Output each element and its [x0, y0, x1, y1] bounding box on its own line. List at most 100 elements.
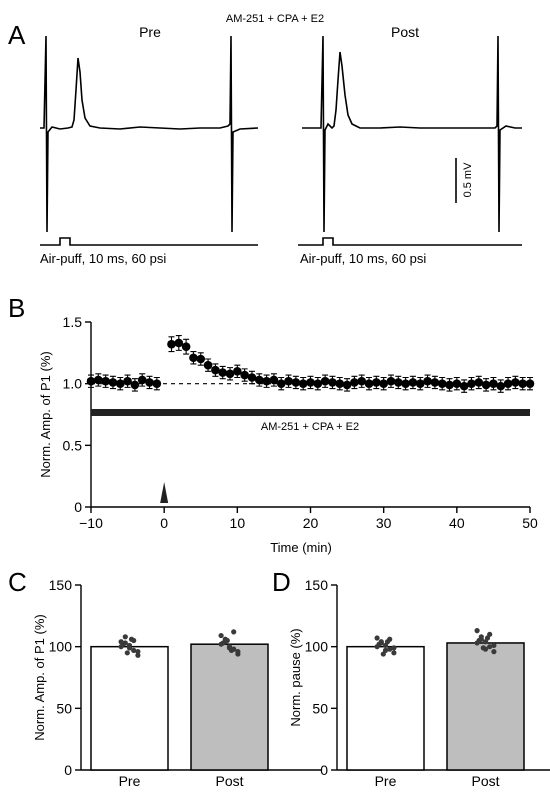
panel-b-data-point: [518, 379, 527, 388]
panel-b-letter: B: [8, 293, 25, 323]
panel-d-category-label: Pre: [375, 773, 397, 789]
panel-b-data-point: [342, 380, 352, 390]
panel-b-data-point: [511, 378, 520, 387]
panel-b-data-point: [233, 367, 242, 376]
panel-b-data-point: [189, 353, 198, 363]
panel-b-data-point: [152, 379, 162, 388]
panel-c-scatter-point: [231, 629, 237, 635]
panel-b-data-point: [291, 378, 301, 387]
panel-c-scatter-point: [128, 636, 135, 642]
panel-d-scatter-point: [474, 628, 480, 634]
panel-d-scatter-point: [487, 644, 493, 650]
panel-b-data-point: [386, 376, 396, 386]
panel-b-x-tick-label: 40: [449, 515, 465, 531]
panel-b-data-point: [196, 354, 206, 364]
panel-b-data-point: [137, 375, 147, 385]
pre-stimulus-marker: [40, 237, 258, 246]
panel-c-bar-post: [190, 643, 269, 771]
panel-b-data-point: [94, 375, 103, 385]
panel-c-scatter-point: [126, 645, 133, 651]
panel-b-data-point: [415, 379, 425, 388]
panel-b-data-point: [306, 378, 315, 387]
panel-b-data-point: [481, 380, 491, 390]
panel-b-data-point: [430, 378, 440, 387]
panel-b-data-point: [86, 376, 96, 386]
panel-b-data-point: [298, 379, 308, 388]
panel-b-x-tick-label: 30: [376, 515, 392, 531]
panel-b-data-point: [474, 378, 484, 387]
panel-c-scatter-point: [235, 649, 241, 655]
panel-b-data-point: [145, 378, 154, 387]
panel-c-scatter-point: [124, 650, 130, 656]
panel-b-data-point: [437, 379, 447, 388]
panel-d-bar-pre: [346, 645, 425, 771]
panel-b-data-point: [167, 339, 176, 349]
panel-b-data-point: [225, 369, 235, 379]
panel-b-x-tick-label: −10: [79, 515, 103, 531]
panel-d-y-tick-label: 100: [305, 639, 329, 655]
panel-d-bar-post: [446, 642, 525, 771]
pre-trace: [40, 35, 259, 233]
panel-d-scatter-point: [376, 641, 382, 647]
panel-b-y-tick-label: 0.5: [63, 437, 83, 453]
panel-b-data-point: [284, 376, 293, 386]
panel-b-data-point: [174, 338, 184, 348]
panel-c-scatter-point: [218, 632, 224, 639]
panel-b-data-point: [240, 370, 249, 380]
panel-d-scatter-point: [491, 649, 497, 655]
panel-c-scatter-point: [120, 641, 126, 647]
panel-c-y-tick-label: 100: [49, 639, 73, 655]
panel-c-scatter-point: [131, 647, 137, 653]
panel-d-scatter-point: [484, 635, 491, 641]
panel-b-data-point: [467, 379, 476, 388]
post-stimulus-marker: [298, 237, 522, 246]
panel-b-data-point: [335, 379, 345, 388]
panel-d-y-tick-label: 150: [305, 577, 329, 593]
panel-c-bar-pre: [90, 645, 169, 771]
drug-application-bar: [91, 409, 530, 416]
panel-b-y-tick-label: 0: [74, 499, 82, 515]
panel-d-scatter-point: [480, 645, 486, 651]
panel-b-data-point: [357, 376, 367, 386]
panel-b-data-point: [123, 376, 132, 386]
panel-b-data-point: [489, 379, 498, 388]
panel-b-data-point: [452, 379, 462, 388]
panel-d-y-label: Norm. pause (%): [288, 628, 303, 726]
panel-b-data-point: [401, 379, 410, 388]
panel-c-y-tick-label: 150: [49, 577, 73, 593]
panel-b: B 00.51.01.5−10 0 10 20 30 40 50 Norm. Amp. of…: [8, 293, 538, 555]
panel-d-scatter-point: [391, 650, 397, 656]
panel-c-y-label: Norm. Amp. of P1 (%): [32, 614, 47, 740]
panel-c-scatter-point: [135, 652, 141, 658]
panel-b-data-point: [459, 381, 469, 391]
panel-b-data-point: [181, 342, 191, 351]
panel-d-category-label: Post: [471, 773, 499, 789]
panel-d-scatter-point: [387, 646, 393, 652]
panel-b-data-point: [372, 378, 381, 387]
panel-d-scatter-point: [384, 639, 391, 645]
panel-b-data-point: [276, 379, 286, 388]
panel-b-x-tick-label: 20: [303, 515, 319, 531]
panel-c-scatter-point: [228, 647, 235, 653]
panel-c-category-label: Post: [215, 773, 243, 789]
panel-a-title: AM-251 + CPA + E2: [226, 13, 324, 25]
panel-b-data-point: [108, 378, 118, 387]
panel-b-data-point: [313, 379, 323, 388]
panel-b-y-label: Norm. Amp. of P1 (%): [38, 351, 53, 477]
post-trace: [302, 35, 522, 233]
scale-bar-label: 0.5 mV: [462, 162, 474, 198]
panel-b-x-tick-label: 10: [230, 515, 246, 531]
panel-d-letter: D: [272, 567, 291, 597]
panel-d-scatter-point: [374, 635, 380, 641]
panel-a: A AM-251 + CPA + E2 Pre Post Air-puff, 1…: [8, 13, 522, 266]
panel-b-data-point: [445, 380, 454, 390]
panel-b-data-point: [503, 379, 513, 388]
panel-b-data-point: [101, 376, 110, 386]
drug-application-label: AM-251 + CPA + E2: [261, 421, 359, 433]
panel-c-scatter-point: [224, 637, 230, 644]
panel-b-data-point: [364, 379, 374, 388]
panel-d: D 0 50 100 150 Norm. pause (%) Pre Post: [272, 567, 550, 789]
panel-b-data-point: [211, 365, 220, 375]
panel-c-scatter-point: [122, 634, 128, 640]
